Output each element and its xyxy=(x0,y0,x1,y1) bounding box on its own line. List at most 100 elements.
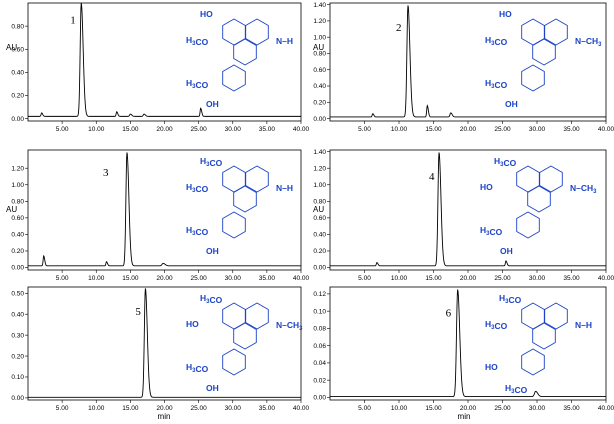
y-tick-label: 1.40 xyxy=(313,2,326,9)
y-axis-title-panel-3: AU xyxy=(6,205,17,214)
y-tick-label: 0.10 xyxy=(11,374,24,381)
y-tick-label: 0.40 xyxy=(11,232,24,239)
x-tick-label: 10.00 xyxy=(88,275,105,282)
ring-b xyxy=(544,18,568,46)
x-tick-label: 25.00 xyxy=(494,275,511,282)
ring-d xyxy=(521,64,545,92)
x-tick-label: 15.00 xyxy=(122,126,139,133)
x-tick-label: 20.00 xyxy=(460,126,477,133)
x-tick-label: 20.00 xyxy=(156,275,173,282)
y-tick-label: 0.10 xyxy=(313,308,326,315)
ring-d xyxy=(222,348,246,376)
y-tick-label: 0.80 xyxy=(313,199,326,206)
peak-number-label: 6 xyxy=(446,307,452,319)
ring-c xyxy=(233,38,257,66)
ring-c xyxy=(532,322,556,350)
substituent-mid: H3CO xyxy=(485,319,508,331)
y-tick-label: 0.20 xyxy=(11,248,24,255)
x-tick-label: 30.00 xyxy=(529,126,546,133)
substituent-nitrogen: N–H xyxy=(575,320,592,330)
y-tick-label: 0.00 xyxy=(313,116,326,123)
y-tick-label: 1.00 xyxy=(11,182,24,189)
y-tick-label: 0.40 xyxy=(11,70,24,77)
y-tick-label: 0.20 xyxy=(11,93,24,100)
peak-number-label: 2 xyxy=(396,22,402,34)
x-tick-label: 10.00 xyxy=(391,405,408,412)
substituent-ring-a: H3CO xyxy=(186,78,209,90)
substituent-top: H3CO xyxy=(494,156,517,168)
panel-3: 5.00 10.00 15.00 20.00 25.00 30.00 35.00 40.000… xyxy=(11,149,310,282)
ring-c xyxy=(532,38,556,66)
x-tick-label: 35.00 xyxy=(259,126,276,133)
x-tick-label: 15.00 xyxy=(425,126,442,133)
x-tick-label: 25.00 xyxy=(494,405,511,412)
y-tick-label: 0.06 xyxy=(313,343,326,350)
panel-1: 5.00 10.00 15.00 20.00 25.00 30.00 35.00 40.000… xyxy=(11,2,310,133)
chemical-structure: HO H3CO N–CH3 H3CO OH xyxy=(485,9,602,109)
substituent-ring-b: OH xyxy=(206,246,219,256)
x-tick-label: 40.00 xyxy=(293,126,310,133)
y-tick-label: 0.04 xyxy=(313,360,326,367)
x-tick-label: 25.00 xyxy=(190,126,207,133)
ring-c xyxy=(233,322,257,350)
y-tick-label: 0.00 xyxy=(11,265,24,272)
y-tick-label: 0.60 xyxy=(313,215,326,222)
substituent-ring-b: OH xyxy=(206,383,219,393)
x-tick-label: 25.00 xyxy=(190,275,207,282)
x-tick-label: 35.00 xyxy=(563,275,580,282)
substituent-top: HO xyxy=(200,9,213,19)
y-tick-label: 0.20 xyxy=(313,99,326,106)
x-tick-label: 20.00 xyxy=(460,275,477,282)
chromatogram-trace xyxy=(28,2,301,117)
x-tick-label: 5.00 xyxy=(56,126,69,133)
x-tick-label: 5.00 xyxy=(56,275,69,282)
y-tick-label: 0.40 xyxy=(313,232,326,239)
substituent-nitrogen: N–H xyxy=(276,183,293,193)
panel-4: 5.00 10.00 15.00 20.00 25.00 30.00 35.00 40.000… xyxy=(313,149,614,282)
y-axis-title-panel-4: AU xyxy=(313,205,324,214)
y-tick-label: 0.30 xyxy=(11,332,24,339)
x-tick-label: 40.00 xyxy=(598,126,614,133)
x-tick-label: 15.00 xyxy=(425,405,442,412)
panel-6: 5.00 10.00 15.00 20.00 25.00 30.00 35.00 40.00 0… xyxy=(313,286,614,412)
x-tick-label: 30.00 xyxy=(529,275,546,282)
ring-b xyxy=(539,165,563,193)
x-tick-label: 15.00 xyxy=(122,275,139,282)
x-tick-label: 40.00 xyxy=(293,275,310,282)
ring-b xyxy=(544,302,568,330)
y-tick-label: 0.00 xyxy=(313,265,326,272)
chromatogram-trace xyxy=(330,152,606,267)
x-tick-label: 15.00 xyxy=(425,275,442,282)
x-tick-label: 25.00 xyxy=(494,126,511,133)
y-tick-label: 0.00 xyxy=(11,395,24,402)
peak-number-label: 1 xyxy=(70,14,76,26)
ring-c xyxy=(527,185,551,213)
y-tick-label: 1.40 xyxy=(313,149,326,156)
substituent-nitrogen: N–CH3 xyxy=(575,36,602,48)
ring-c xyxy=(233,185,257,213)
ring-b xyxy=(245,18,269,46)
x-tick-label: 10.00 xyxy=(88,126,105,133)
y-tick-label: 0.08 xyxy=(313,326,326,333)
plot-frame xyxy=(27,286,302,401)
peak-number-label: 4 xyxy=(429,171,435,183)
x-tick-label: 40.00 xyxy=(598,405,614,412)
x-axis-title-right: min xyxy=(458,412,471,421)
y-tick-label: 0.00 xyxy=(11,116,24,123)
substituent-nitrogen: N–H xyxy=(276,36,293,46)
x-tick-label: 10.00 xyxy=(391,126,408,133)
substituent-ring-b: H3CO xyxy=(505,383,528,395)
x-tick-label: 5.00 xyxy=(358,405,371,412)
x-tick-label: 10.00 xyxy=(88,405,105,412)
y-tick-label: 0.50 xyxy=(11,290,24,297)
y-tick-label: 0.60 xyxy=(11,46,24,53)
substituent-ring-a: HO xyxy=(485,362,498,372)
x-tick-label: 35.00 xyxy=(563,126,580,133)
substituent-ring-b: OH xyxy=(500,246,513,256)
x-tick-label: 30.00 xyxy=(225,405,242,412)
substituent-mid: HO xyxy=(480,182,493,192)
x-tick-label: 40.00 xyxy=(293,405,310,412)
y-tick-label: 0.20 xyxy=(313,248,326,255)
chemical-structure: H3CO H3CO N–H H3CO OH xyxy=(186,156,293,256)
substituent-mid: HO xyxy=(186,319,199,329)
